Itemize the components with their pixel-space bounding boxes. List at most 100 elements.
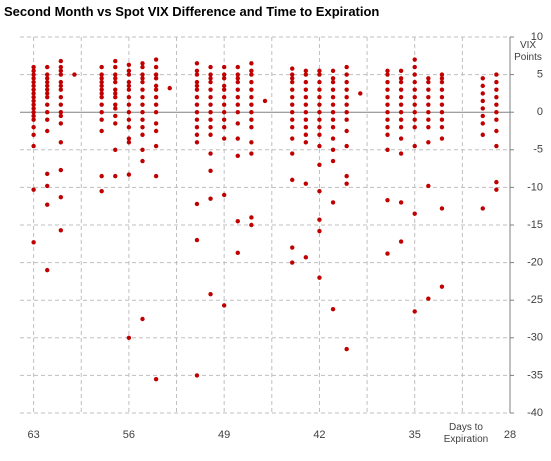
point (140, 87, 145, 92)
point (330, 94, 336, 100)
point (235, 219, 240, 224)
point (249, 151, 254, 156)
point (439, 72, 445, 77)
point (113, 79, 118, 85)
point (126, 68, 132, 74)
point (140, 316, 145, 322)
point (208, 168, 213, 174)
point (58, 102, 64, 107)
point (385, 102, 390, 107)
point (249, 94, 254, 100)
point (167, 85, 172, 91)
point (439, 76, 445, 81)
point (140, 79, 145, 85)
point (208, 291, 213, 297)
point (303, 94, 309, 100)
point (113, 94, 118, 100)
point (330, 147, 336, 152)
point (330, 102, 336, 107)
point (249, 222, 254, 228)
point (153, 57, 159, 62)
point (290, 87, 295, 92)
point (45, 83, 50, 89)
point (208, 132, 213, 137)
point (31, 187, 36, 192)
y-tick-label: 5 (537, 69, 543, 81)
point (113, 102, 118, 107)
point (58, 79, 64, 85)
point (412, 57, 417, 62)
point (412, 79, 417, 85)
point (385, 147, 390, 152)
point (439, 79, 445, 85)
point (208, 87, 213, 92)
point (249, 110, 254, 115)
x-tick-label: 49 (218, 429, 230, 441)
point (99, 94, 104, 100)
y-axis-label: VIX Points (514, 40, 542, 63)
point (45, 202, 50, 207)
point (45, 64, 50, 70)
point (494, 94, 499, 100)
point (140, 94, 145, 100)
point (113, 76, 118, 81)
point (58, 87, 64, 92)
point (153, 72, 159, 77)
point (249, 140, 254, 145)
point (249, 87, 254, 92)
y-tick-label: -5 (533, 144, 543, 156)
point (126, 117, 132, 122)
point (317, 87, 322, 92)
point (426, 102, 431, 107)
point (385, 251, 390, 256)
point (412, 211, 417, 216)
point (221, 76, 227, 81)
point (385, 117, 390, 122)
point (235, 72, 240, 77)
point (344, 181, 349, 186)
point (221, 64, 227, 70)
point (330, 68, 336, 74)
point (58, 68, 64, 74)
point (235, 87, 240, 92)
point (344, 346, 349, 352)
point (45, 117, 50, 122)
point (45, 91, 50, 96)
point (208, 102, 213, 107)
point (494, 102, 499, 107)
point (480, 121, 485, 126)
point (290, 136, 295, 141)
point (140, 132, 145, 137)
point (99, 83, 104, 89)
point (45, 87, 50, 92)
point (31, 240, 36, 245)
point (45, 171, 50, 177)
point (439, 102, 445, 107)
point (235, 136, 240, 141)
point (31, 76, 36, 81)
point (303, 125, 309, 130)
y-tick-label: 0 (537, 106, 543, 118)
point (290, 79, 295, 85)
point (494, 187, 499, 192)
point (398, 200, 404, 205)
point (113, 106, 118, 111)
point (330, 79, 336, 85)
point (45, 267, 50, 273)
point (426, 117, 431, 122)
point (194, 132, 200, 137)
point (221, 110, 227, 115)
point (290, 72, 295, 77)
point (113, 173, 118, 179)
point (317, 72, 322, 77)
point (58, 72, 64, 77)
point (153, 87, 159, 92)
point (303, 110, 309, 115)
point (344, 117, 349, 122)
point (113, 58, 118, 64)
point (398, 79, 404, 85)
x-tick-label: 28 (504, 429, 516, 441)
point (194, 117, 200, 122)
point (398, 87, 404, 92)
point (31, 125, 36, 130)
